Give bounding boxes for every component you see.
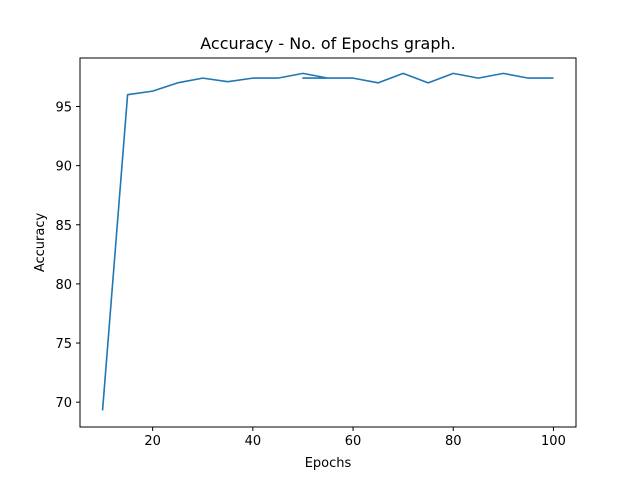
y-tick-label: 85 — [55, 219, 72, 234]
x-axis-label: Epochs — [305, 456, 352, 471]
chart-title: Accuracy - No. of Epochs graph. — [200, 34, 455, 53]
x-axis: 20 40 60 80 100 — [144, 427, 566, 449]
x-tick-label: 80 — [445, 434, 462, 449]
axes-frame — [79, 57, 577, 428]
plot-area — [79, 57, 577, 428]
series-layer — [101, 72, 554, 411]
x-tick-label: 20 — [144, 434, 161, 449]
accuracy-series-line — [101, 72, 554, 411]
y-axis-label: Accuracy — [33, 213, 48, 273]
y-tick-label: 95 — [55, 100, 72, 115]
x-tick-label: 100 — [541, 434, 566, 449]
x-tick-label: 40 — [245, 434, 262, 449]
y-tick-label: 80 — [55, 278, 72, 293]
y-tick-label: 75 — [55, 337, 72, 352]
x-tick-label: 60 — [345, 434, 362, 449]
y-tick-label: 90 — [55, 160, 72, 175]
y-axis: 70 75 80 85 90 95 — [55, 100, 80, 411]
y-tick-label: 70 — [55, 396, 72, 411]
